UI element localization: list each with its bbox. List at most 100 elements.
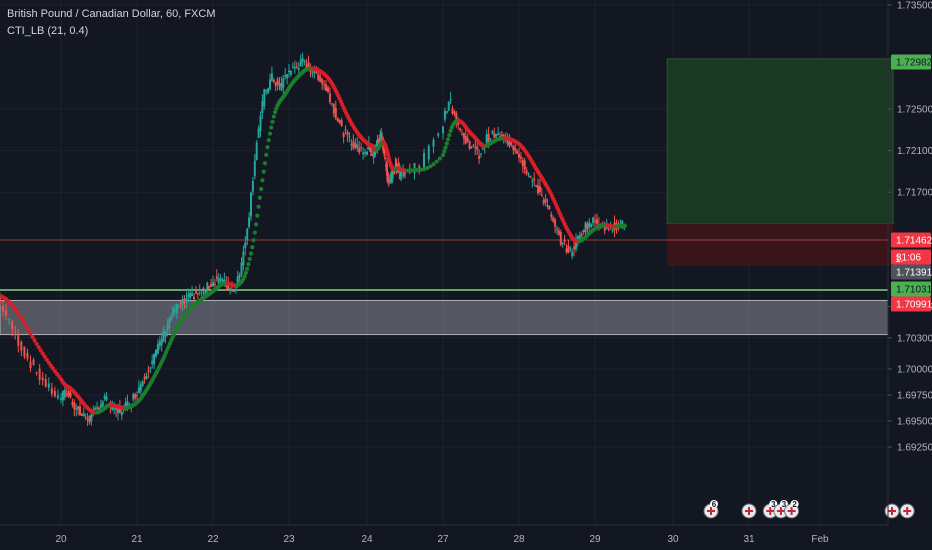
time-tick-label: 29 bbox=[589, 534, 601, 545]
candle-body bbox=[145, 376, 148, 379]
candle-body bbox=[164, 331, 167, 337]
time-axis[interactable]: 20 21 22 23 24 27 28 29 30 31 Feb bbox=[0, 524, 888, 545]
candle-body bbox=[330, 103, 333, 105]
candle-body bbox=[263, 89, 266, 107]
candle-body bbox=[288, 70, 290, 73]
cti-dot bbox=[257, 195, 262, 200]
candle-body bbox=[379, 137, 382, 139]
cti-dot bbox=[445, 137, 451, 142]
candle-body bbox=[565, 248, 568, 253]
candle-body bbox=[466, 137, 469, 142]
candle-body bbox=[35, 372, 38, 374]
candle-body bbox=[459, 128, 462, 130]
price-tag-label: 1.71391 bbox=[896, 268, 932, 279]
cti-dot bbox=[448, 128, 453, 133]
candle-body bbox=[561, 242, 564, 245]
candle-body bbox=[217, 278, 220, 284]
candle-body bbox=[75, 408, 78, 410]
candle-body bbox=[115, 408, 118, 410]
candle-body bbox=[537, 185, 539, 193]
price-tick-label: 1.69250 bbox=[897, 443, 932, 454]
candle-body bbox=[594, 220, 596, 222]
candle-body bbox=[56, 395, 59, 398]
price-tag-green[interactable] bbox=[891, 281, 931, 297]
cti-dot bbox=[434, 159, 439, 164]
candle-body bbox=[0, 296, 1, 303]
candle-body bbox=[592, 217, 595, 224]
candle-body bbox=[160, 339, 163, 346]
candle-body bbox=[400, 169, 403, 177]
candle-body bbox=[611, 230, 614, 232]
candle-body bbox=[356, 144, 359, 149]
candle-body bbox=[423, 152, 425, 169]
candle-body bbox=[384, 157, 387, 159]
candle-body bbox=[327, 87, 329, 92]
candle-body bbox=[344, 129, 347, 131]
candle-body bbox=[535, 185, 538, 187]
candle-body bbox=[255, 142, 258, 160]
price-tag-green[interactable] bbox=[891, 54, 931, 70]
support-zone bbox=[0, 299, 889, 336]
candle-body bbox=[269, 79, 271, 90]
price-tag-red[interactable] bbox=[891, 232, 931, 248]
candle-body bbox=[571, 251, 574, 257]
event-count-label: 6 bbox=[712, 500, 717, 509]
cti-dot bbox=[255, 213, 260, 218]
candle-body bbox=[531, 180, 534, 182]
cti-dot bbox=[425, 166, 430, 171]
candle-body bbox=[366, 151, 368, 155]
candle-body bbox=[442, 126, 444, 134]
cti-dot bbox=[261, 169, 266, 174]
candle-body bbox=[373, 149, 376, 158]
candle-body bbox=[470, 147, 473, 149]
cti-dot bbox=[26, 327, 31, 333]
cti-dot bbox=[415, 167, 420, 173]
chart-title: British Pound / Canadian Dollar, 60, FXC… bbox=[7, 8, 216, 20]
cti-dot bbox=[253, 222, 259, 227]
cti-dot bbox=[272, 110, 278, 115]
candle-body bbox=[200, 292, 203, 294]
candle-body bbox=[575, 239, 577, 250]
candle-body bbox=[253, 160, 256, 177]
candle-body bbox=[88, 415, 91, 423]
candle-body bbox=[544, 198, 547, 203]
candle-body bbox=[391, 168, 394, 179]
time-tick-label: 28 bbox=[513, 534, 525, 545]
candle-body bbox=[495, 133, 498, 137]
candle-body bbox=[432, 139, 435, 147]
cti-dot bbox=[412, 168, 417, 173]
price-tag-gray[interactable] bbox=[891, 264, 931, 280]
candle-body bbox=[29, 361, 32, 369]
candle-body bbox=[578, 235, 581, 240]
candle-body bbox=[141, 381, 144, 386]
time-tick-label: 22 bbox=[207, 534, 219, 545]
candle-body bbox=[512, 145, 515, 150]
price-axis[interactable]: 1.735001.725001.721001.717001.706001.703… bbox=[887, 0, 932, 525]
candle-body bbox=[118, 406, 121, 413]
time-tick-label: 30 bbox=[667, 534, 679, 545]
price-tag-countdown[interactable] bbox=[891, 249, 931, 265]
cti-dot bbox=[252, 230, 257, 235]
candle-body bbox=[147, 370, 150, 372]
candle-body bbox=[284, 75, 287, 77]
candle-body bbox=[134, 394, 137, 399]
candle-body bbox=[208, 285, 211, 289]
cti-dot bbox=[251, 238, 256, 243]
candle-body bbox=[360, 147, 363, 149]
cti-dot bbox=[431, 162, 436, 167]
candle-body bbox=[181, 298, 184, 305]
candle-body bbox=[94, 407, 97, 410]
candle-body bbox=[210, 283, 213, 287]
candle-body bbox=[542, 200, 545, 204]
candle-body bbox=[5, 309, 8, 316]
price-tag-redsolid[interactable] bbox=[891, 296, 931, 312]
candle-body bbox=[389, 176, 392, 184]
candle-body bbox=[478, 155, 481, 159]
price-tick-label: 1.70300 bbox=[897, 333, 932, 344]
candle-body bbox=[385, 163, 388, 176]
cti-dot bbox=[245, 266, 250, 271]
cti-dot bbox=[243, 270, 249, 275]
candle-body bbox=[14, 330, 17, 333]
